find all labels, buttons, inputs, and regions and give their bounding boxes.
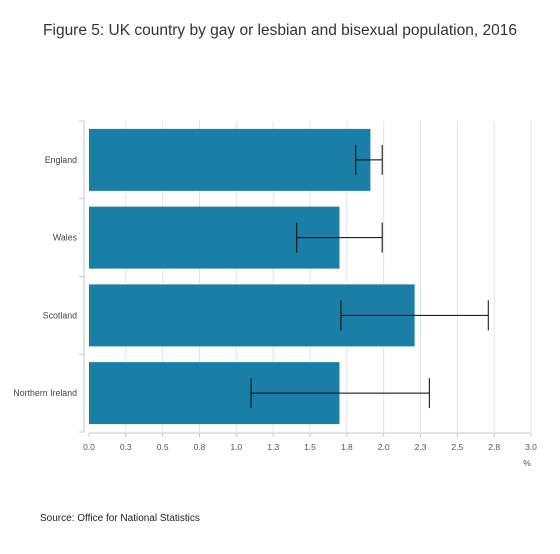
- x-tick-label: 0.3: [120, 442, 132, 452]
- x-tick-label: 1.0: [230, 442, 242, 452]
- x-tick-label: 0.5: [157, 442, 169, 452]
- x-tick-label: 2.0: [378, 442, 390, 452]
- x-tick-label: 0.0: [83, 442, 95, 452]
- chart-title: Figure 5: UK country by gay or lesbian a…: [43, 22, 517, 39]
- category-label: Northern Ireland: [13, 388, 77, 398]
- x-tick-label: 2.3: [415, 442, 427, 452]
- bar: [89, 128, 371, 191]
- x-tick-label: 1.8: [341, 442, 353, 452]
- x-tick-label: 2.5: [451, 442, 463, 452]
- x-axis-label: %: [523, 458, 531, 468]
- category-label: Scotland: [43, 310, 77, 320]
- x-tick-label: 1.5: [304, 442, 316, 452]
- source-note: Source: Office for National Statistics: [40, 513, 200, 524]
- category-label: England: [45, 155, 77, 165]
- x-tick-label: 3.0: [525, 442, 537, 452]
- x-tick-label: 2.8: [488, 442, 500, 452]
- x-tick-label: 1.3: [267, 442, 279, 452]
- x-tick-label: 0.8: [194, 442, 206, 452]
- category-label: Wales: [53, 233, 78, 243]
